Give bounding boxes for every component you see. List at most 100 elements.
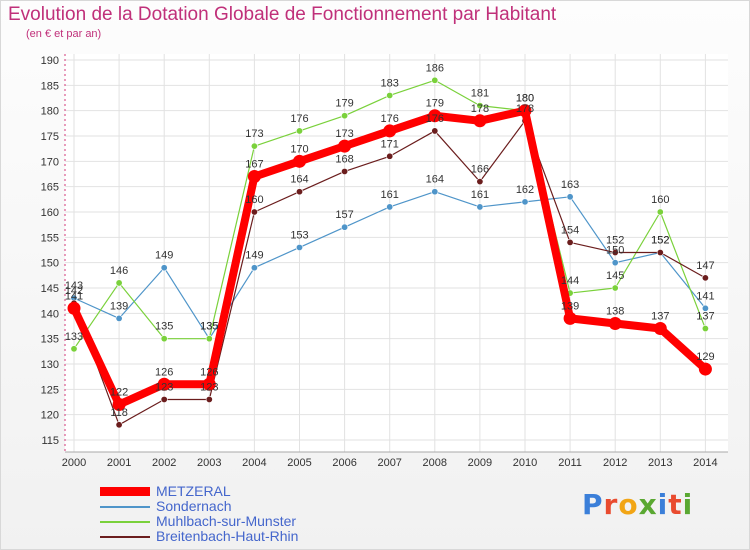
- data-point: [611, 284, 619, 292]
- y-tick-label: 130: [41, 359, 59, 371]
- data-label: 164: [290, 174, 308, 186]
- data-point: [386, 152, 394, 160]
- data-point: [338, 139, 352, 153]
- data-point: [202, 377, 216, 391]
- data-point: [250, 208, 258, 216]
- data-point: [295, 127, 303, 135]
- data-point: [157, 377, 171, 391]
- x-tick-label: 2014: [693, 457, 717, 469]
- legend-item: METZERAL: [100, 484, 298, 499]
- logo-letter: P: [582, 488, 604, 521]
- data-label: 141: [65, 290, 83, 302]
- data-label: 176: [381, 113, 399, 125]
- data-label: 154: [561, 224, 579, 236]
- data-point: [701, 304, 709, 312]
- x-tick-label: 2007: [377, 457, 401, 469]
- data-point: [653, 322, 667, 336]
- x-tick-label: 2008: [423, 457, 447, 469]
- data-label: 139: [561, 300, 579, 312]
- y-tick-label: 170: [41, 156, 59, 168]
- data-label: 146: [110, 265, 128, 277]
- data-label: 160: [651, 194, 669, 206]
- y-tick-label: 190: [41, 55, 59, 67]
- data-point: [563, 311, 577, 325]
- data-label: 129: [696, 351, 714, 363]
- data-point: [112, 398, 126, 412]
- x-tick-label: 2013: [648, 457, 672, 469]
- data-label: 149: [245, 250, 263, 262]
- chart-subtitle: (en € et par an): [26, 28, 102, 40]
- data-point: [431, 188, 439, 196]
- y-tick-label: 120: [41, 410, 59, 422]
- logo-letter: i: [657, 488, 669, 521]
- y-tick-label: 180: [41, 106, 59, 118]
- data-label: 145: [606, 270, 624, 282]
- data-label: 180: [516, 93, 534, 105]
- data-label: 181: [471, 88, 489, 100]
- data-point: [115, 314, 123, 322]
- data-point: [701, 325, 709, 333]
- data-label: 147: [696, 260, 714, 272]
- data-label: 152: [606, 235, 624, 247]
- legend-label: Muhlbach-sur-Munster: [156, 513, 297, 529]
- data-label: 143: [65, 280, 83, 292]
- data-label: 149: [155, 250, 173, 262]
- data-point: [341, 112, 349, 120]
- data-label: 137: [696, 311, 714, 323]
- x-tick-label: 2000: [62, 457, 86, 469]
- data-point: [295, 188, 303, 196]
- data-label: 126: [200, 366, 218, 378]
- data-label: 183: [381, 77, 399, 89]
- data-label: 166: [471, 164, 489, 176]
- data-label: 118: [110, 407, 128, 419]
- legend-swatch: [100, 505, 150, 508]
- data-point: [160, 395, 168, 403]
- data-point: [611, 259, 619, 267]
- data-label: 152: [651, 235, 669, 247]
- logo-letter: i: [682, 488, 694, 521]
- data-point: [521, 198, 529, 206]
- data-label: 178: [516, 103, 534, 115]
- data-point: [115, 279, 123, 287]
- data-point: [476, 102, 484, 110]
- legend-swatch: [100, 487, 150, 496]
- data-label: 144: [561, 275, 579, 287]
- data-label: 123: [155, 381, 173, 393]
- data-label: 162: [516, 184, 534, 196]
- data-label: 137: [651, 311, 669, 323]
- data-label: 135: [200, 321, 218, 333]
- data-point: [566, 193, 574, 201]
- y-tick-label: 175: [41, 131, 59, 143]
- logo-letter: x: [638, 488, 658, 521]
- data-label: 161: [471, 189, 489, 201]
- data-point: [473, 114, 487, 128]
- data-point: [431, 76, 439, 84]
- axis-layer: 115 120 125 130 135 140 145 150 155 160 165 170 175 1…: [41, 54, 728, 469]
- data-point: [205, 335, 213, 343]
- data-label: 168: [335, 153, 353, 165]
- x-tick-label: 2011: [558, 457, 582, 469]
- data-point: [293, 154, 306, 168]
- data-label: 135: [200, 321, 218, 333]
- data-point: [383, 124, 397, 138]
- data-label: 161: [381, 189, 399, 201]
- data-point: [295, 243, 303, 251]
- data-label: 173: [245, 128, 263, 140]
- chart-title: Evolution de la Dotation Globale de Fonc…: [8, 4, 557, 25]
- data-label: 139: [110, 300, 128, 312]
- legend: METZERAL Sondernach Muhlbach-sur-Munster Br…: [100, 484, 298, 544]
- data-label: 123: [200, 381, 218, 393]
- data-point: [160, 264, 168, 272]
- data-point: [250, 264, 258, 272]
- data-label: 122: [110, 387, 128, 399]
- data-point: [115, 421, 123, 429]
- proxiti-logo: Proxiti: [582, 488, 693, 521]
- data-label: 126: [155, 366, 173, 378]
- y-tick-label: 135: [41, 334, 59, 346]
- x-tick-label: 2004: [242, 457, 266, 469]
- data-point: [428, 109, 442, 123]
- data-point: [341, 167, 349, 175]
- y-tick-label: 140: [41, 308, 59, 320]
- data-point: [476, 178, 484, 186]
